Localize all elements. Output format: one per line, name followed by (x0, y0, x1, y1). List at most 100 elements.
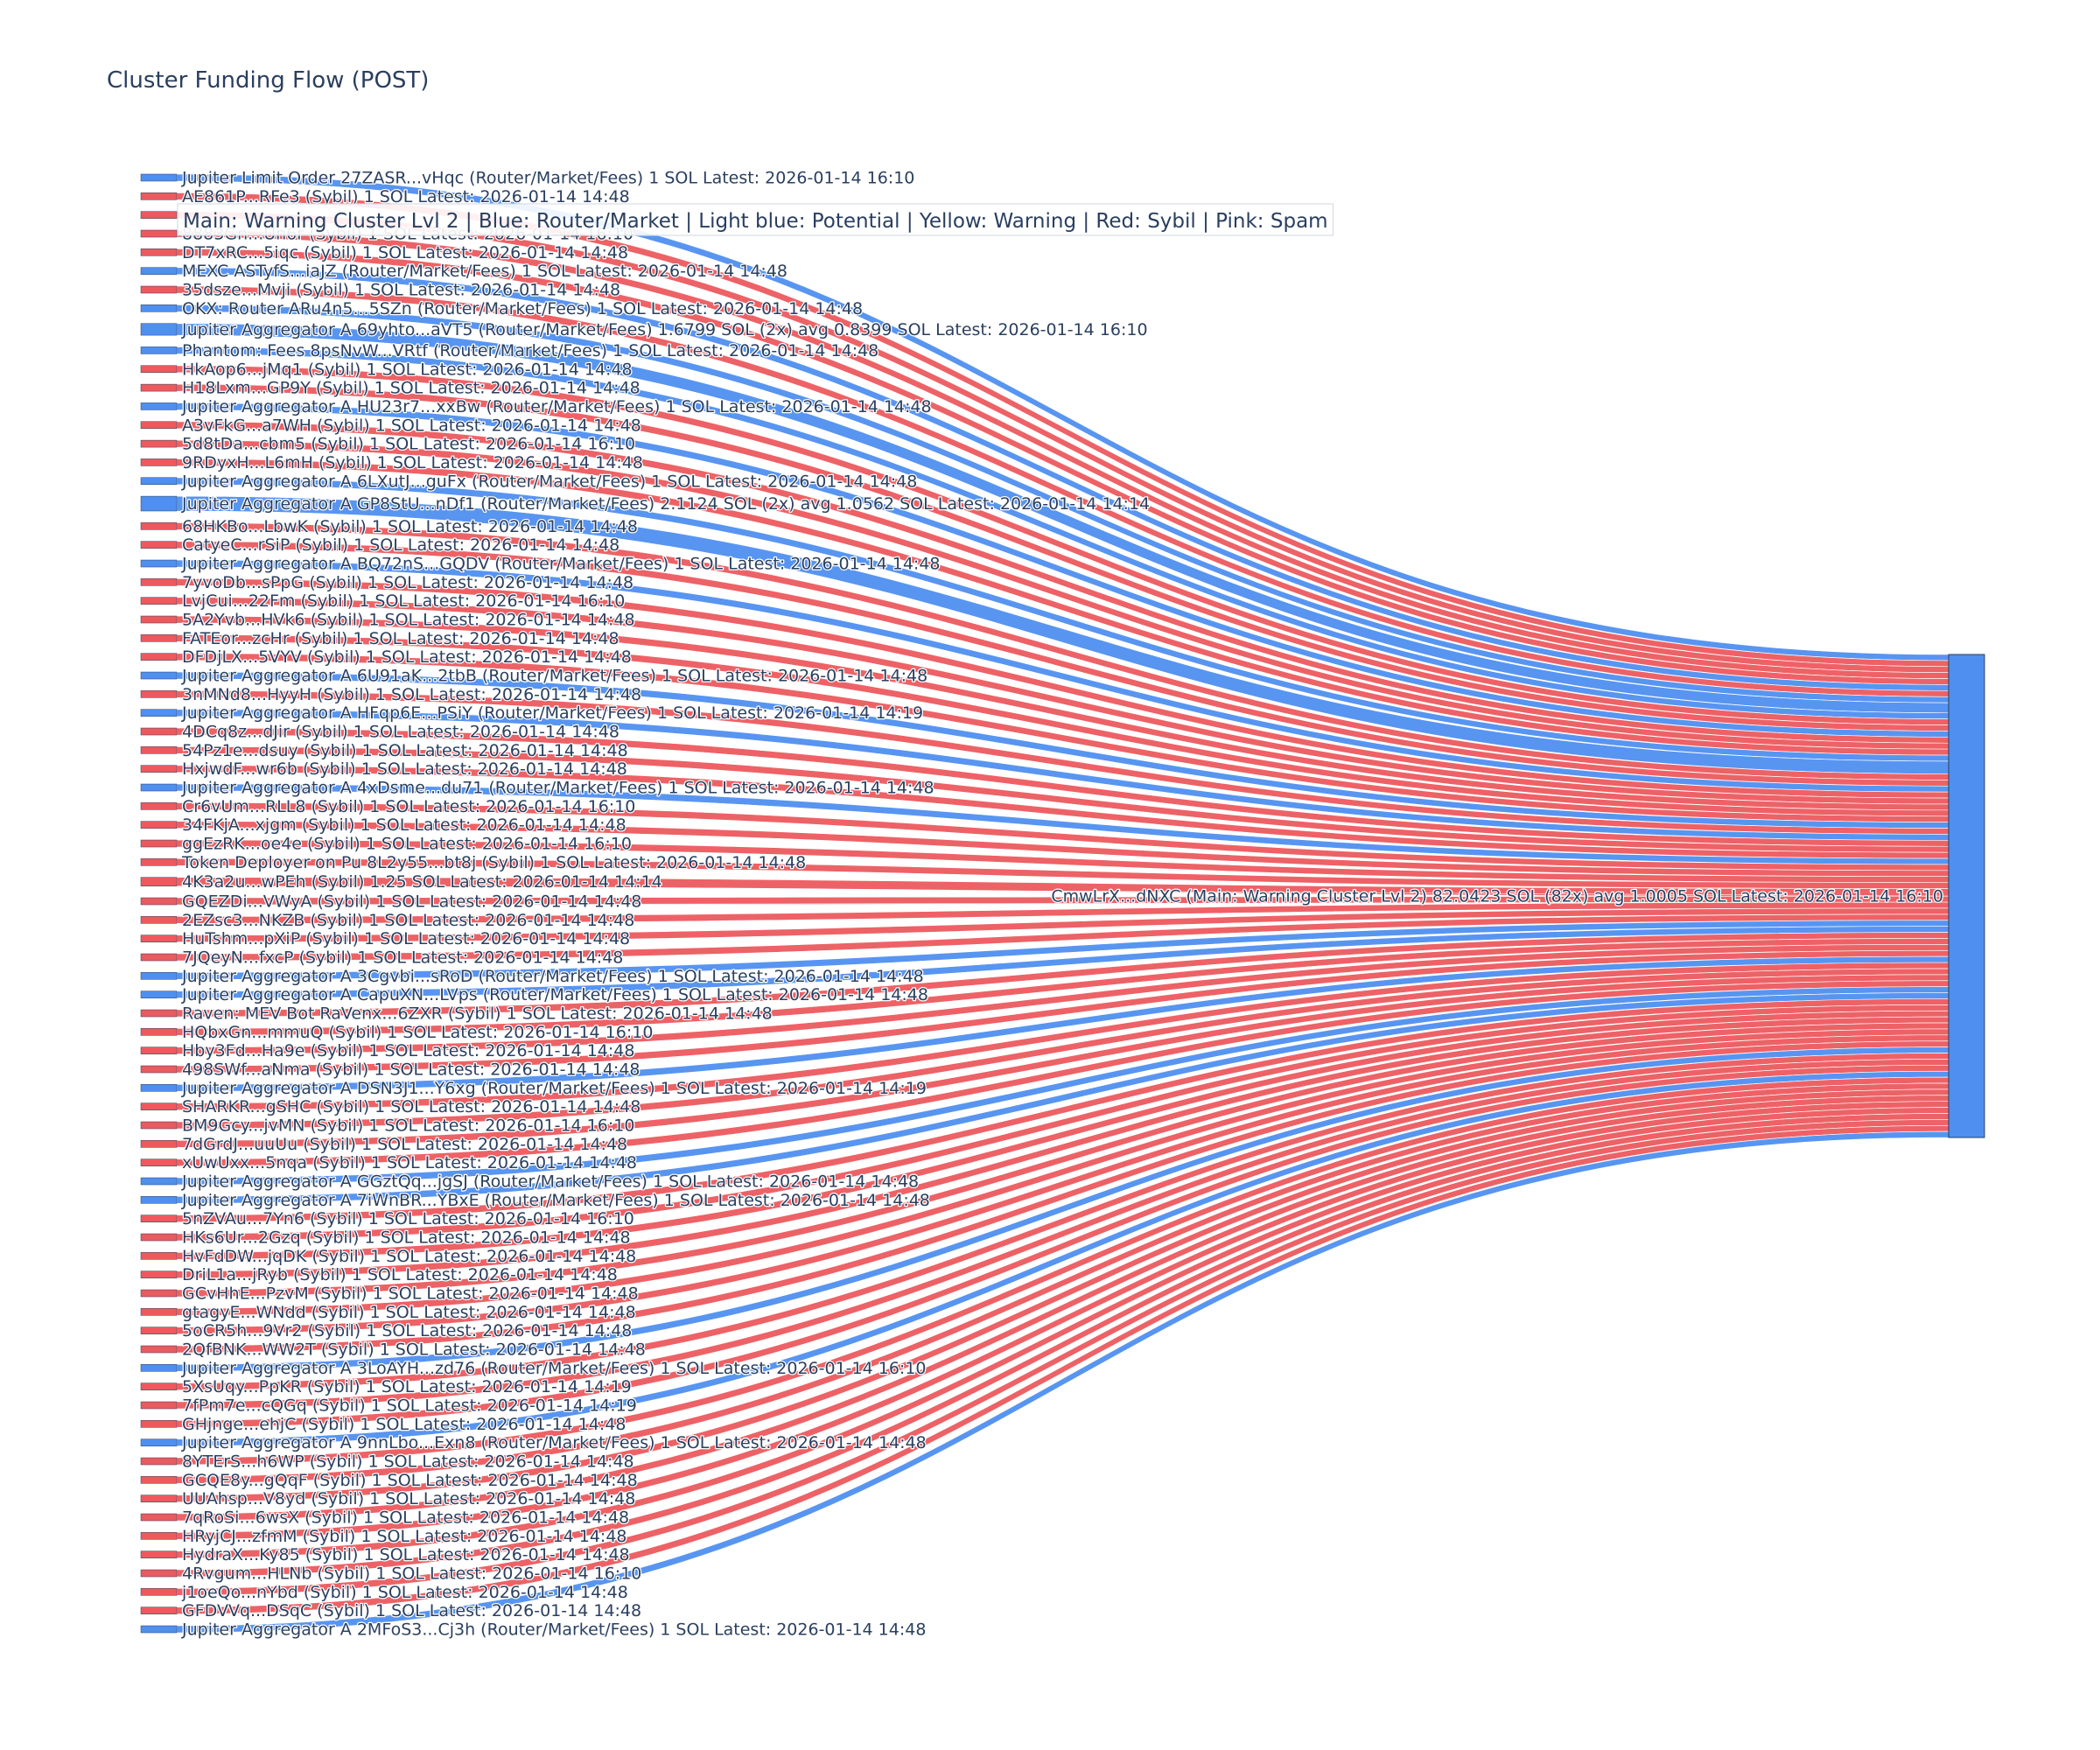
source-node-30 (140, 727, 178, 736)
source-label-78: Jupiter Aggregator A 2MFoS3...Cj3h (Rout… (181, 1620, 926, 1640)
source-label-68: Jupiter Aggregator A 9nnLbo...Exn8 (Rout… (181, 1433, 927, 1452)
source-node-44 (140, 990, 178, 998)
source-label-6: MEXC ASTyfS...iaJZ (Router/Market/Fees) … (182, 262, 788, 281)
legend: Main: Warning Cluster Lvl 2 | Blue: Rout… (177, 203, 1334, 236)
source-label-64: Jupiter Aggregator A 3LoAYH...zd76 (Rout… (181, 1359, 927, 1378)
source-node-61 (140, 1308, 178, 1316)
source-label-44: Jupiter Aggregator A CapuXN...LVps (Rout… (181, 985, 928, 1004)
source-label-30: 4DCq8z...dJir (Sybil) 1 SOL Latest: 2026… (182, 723, 620, 742)
source-label-38: 4K3a2u...wPEh (Sybil) 1.25 SOL Latest: 2… (182, 872, 662, 892)
target-node (1948, 654, 1985, 1138)
source-node-70 (140, 1476, 178, 1484)
source-label-60: GCvHhE...PzvM (Sybil) 1 SOL Latest: 2026… (182, 1284, 639, 1304)
sankey-labels: Jupiter Limit Order 27ZASR...vHqc (Route… (180, 167, 1945, 1641)
source-node-3 (140, 211, 178, 219)
source-label-52: 7dGrdJ...uuUu (Sybil) 1 SOL Latest: 2026… (182, 1135, 627, 1154)
source-node-40 (140, 916, 178, 924)
source-node-8 (140, 304, 178, 312)
source-label-74: HydraX...Ky85 (Sybil) 1 SOL Latest: 2026… (182, 1545, 630, 1564)
source-label-70: GCQE8y...gQqF (Sybil) 1 SOL Latest: 2026… (182, 1471, 638, 1490)
source-label-56: 5nZVAu...7Yn6 (Sybil) 1 SOL Latest: 2026… (182, 1209, 634, 1228)
source-label-22: 7yvoDb...sPpG (Sybil) 1 SOL Latest: 2026… (182, 573, 634, 592)
source-label-42: 7JQeyN...fxcP (Sybil) 1 SOL Latest: 2026… (182, 948, 623, 968)
source-label-71: UUAhsp...V8yd (Sybil) 1 SOL Latest: 2026… (182, 1489, 635, 1508)
source-label-62: 5oCR5h...9Vr2 (Sybil) 1 SOL Latest: 2026… (182, 1321, 632, 1340)
source-node-33 (140, 783, 178, 792)
source-node-2 (140, 192, 178, 200)
source-label-61: gtagyE...WNdd (Sybil) 1 SOL Latest: 2026… (182, 1303, 636, 1322)
source-node-39 (140, 897, 178, 906)
source-node-62 (140, 1326, 178, 1334)
source-node-57 (140, 1233, 178, 1242)
source-label-58: HvFdDW...jqDK (Sybil) 1 SOL Latest: 2026… (182, 1247, 636, 1266)
source-label-75: 4Rvgum...HLNb (Sybil) 1 SOL Latest: 2026… (182, 1564, 641, 1584)
source-node-29 (140, 709, 178, 717)
source-node-72 (140, 1513, 178, 1522)
source-label-35: 34FKjA...xjgm (Sybil) 1 SOL Latest: 2026… (182, 816, 626, 835)
source-label-63: 2QfBNK...WW2T (Sybil) 1 SOL Latest: 2026… (182, 1340, 646, 1360)
source-node-58 (140, 1252, 178, 1260)
source-node-67 (140, 1420, 178, 1428)
source-node-28 (140, 690, 178, 698)
source-node-13 (140, 402, 178, 410)
source-node-43 (140, 972, 178, 980)
source-node-69 (140, 1457, 178, 1466)
source-node-77 (140, 1606, 178, 1614)
source-node-50 (140, 1102, 178, 1110)
source-node-66 (140, 1401, 178, 1410)
source-node-37 (140, 858, 178, 866)
source-label-2: AE861P...RFe3 (Sybil) 1 SOL Latest: 2026… (182, 187, 630, 206)
source-label-16: 9RDyxH...L6mH (Sybil) 1 SOL Latest: 2026… (182, 453, 643, 472)
source-label-72: 7qRoSi...6wsX (Sybil) 1 SOL Latest: 2026… (182, 1508, 629, 1528)
source-label-76: j1oeQo...nYbd (Sybil) 1 SOL Latest: 2026… (181, 1583, 628, 1602)
source-label-47: Hby3Fd...Ha9e (Sybil) 1 SOL Latest: 2026… (182, 1041, 634, 1060)
source-node-24 (140, 615, 178, 624)
source-label-31: 54Pz1e...dsuy (Sybil) 1 SOL Latest: 2026… (182, 741, 628, 760)
source-label-11: HkAop6...jMq1 (Sybil) 1 SOL Latest: 2026… (182, 360, 633, 379)
source-node-1 (140, 173, 178, 182)
source-node-52 (140, 1140, 178, 1148)
source-node-41 (140, 934, 178, 942)
source-node-64 (140, 1364, 178, 1372)
source-label-21: Jupiter Aggregator A BQ72nS...GQDV (Rout… (181, 555, 941, 574)
source-label-32: HxjwdF...wr6b (Sybil) 1 SOL Latest: 2026… (182, 760, 627, 779)
source-label-69: 8YTErS...h6WP (Sybil) 1 SOL Latest: 2026… (182, 1452, 634, 1472)
source-label-46: HQbxGn...mmuQ (Sybil) 1 SOL Latest: 2026… (182, 1023, 653, 1042)
source-node-48 (140, 1065, 178, 1074)
source-label-40: 2EZsc3...NKZB (Sybil) 1 SOL Latest: 2026… (182, 911, 634, 930)
source-node-27 (140, 671, 178, 680)
source-node-4 (140, 229, 178, 238)
source-label-15: 5d8tDa...cbm5 (Sybil) 1 SOL Latest: 2026… (182, 435, 635, 454)
source-label-27: Jupiter Aggregator A 6U91aK...2tbB (Rout… (181, 667, 928, 686)
source-node-6 (140, 267, 178, 275)
source-label-33: Jupiter Aggregator A 4xDsme...du71 (Rout… (181, 779, 934, 798)
source-label-13: Jupiter Aggregator A HU23r7...xxBw (Rout… (181, 397, 932, 416)
sankey-nodes (140, 173, 1985, 1634)
source-node-46 (140, 1028, 178, 1036)
source-label-65: 5XsUqy...PpKR (Sybil) 1 SOL Latest: 2026… (182, 1377, 632, 1396)
source-node-23 (140, 597, 178, 605)
source-label-49: Jupiter Aggregator A DSN3J1...Y6xg (Rout… (181, 1079, 927, 1098)
source-label-8: OKX: Router ARu4n5...5SZn (Router/Market… (182, 299, 863, 318)
source-label-77: GFDVVq...DSqC (Sybil) 1 SOL Latest: 2026… (182, 1601, 641, 1620)
source-node-54 (140, 1177, 178, 1186)
source-node-17 (140, 477, 178, 486)
source-node-20 (140, 541, 178, 549)
source-label-59: DriL1a...jRyb (Sybil) 1 SOL Latest: 2026… (182, 1265, 618, 1284)
source-node-76 (140, 1588, 178, 1596)
source-node-56 (140, 1214, 178, 1222)
source-label-25: FATEor...zcHr (Sybil) 1 SOL Latest: 2026… (182, 629, 620, 648)
source-label-57: HKs6Ur...2Gzq (Sybil) 1 SOL Latest: 2026… (182, 1228, 631, 1248)
source-node-15 (140, 439, 178, 448)
source-label-17: Jupiter Aggregator A 6LXutJ...guFx (Rout… (181, 472, 917, 491)
source-label-18: Jupiter Aggregator A GP8StU...nDf1 (Rout… (181, 494, 1150, 514)
source-node-59 (140, 1270, 178, 1278)
source-node-47 (140, 1046, 178, 1054)
source-node-9 (140, 323, 178, 336)
source-node-53 (140, 1158, 178, 1166)
sankey-links (176, 173, 1950, 1634)
source-label-36: ggEzRK...oe4e (Sybil) 1 SOL Latest: 2026… (182, 835, 632, 854)
source-node-36 (140, 839, 178, 848)
source-node-18 (140, 495, 178, 512)
source-label-28: 3nMNd8...HyyH (Sybil) 1 SOL Latest: 2026… (182, 685, 641, 704)
